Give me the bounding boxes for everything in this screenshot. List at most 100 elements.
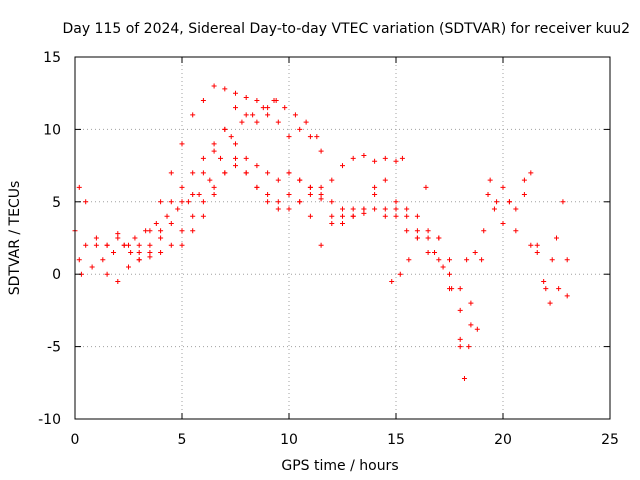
data-point	[104, 242, 110, 248]
y-tick-label: 5	[52, 195, 61, 211]
data-point	[423, 184, 429, 190]
data-point	[404, 228, 410, 234]
tick-labels: 0 5 10 15 20 25 -10 -5 0 5 10 15	[38, 50, 619, 448]
data-point	[449, 286, 455, 292]
data-point	[239, 119, 245, 125]
series-track-7	[286, 170, 467, 381]
data-point	[190, 170, 196, 176]
data-point	[275, 177, 281, 183]
data-point	[307, 213, 313, 219]
data-point	[314, 134, 320, 140]
data-point	[83, 242, 89, 248]
data-point	[318, 148, 324, 154]
data-point	[260, 105, 266, 111]
data-point	[414, 213, 420, 219]
data-point	[414, 235, 420, 241]
data-point	[397, 271, 403, 277]
data-point	[549, 257, 555, 263]
data-point	[153, 221, 159, 227]
data-point	[243, 170, 249, 176]
series-track-8	[389, 184, 480, 350]
data-point	[372, 184, 378, 190]
data-point	[393, 199, 399, 205]
data-point	[466, 344, 472, 350]
data-point	[425, 228, 431, 234]
data-point	[265, 105, 271, 111]
data-point	[534, 242, 540, 248]
data-point	[265, 170, 271, 176]
data-point	[286, 192, 292, 198]
y-tick-label: -10	[38, 412, 61, 428]
data-point	[265, 192, 271, 198]
plot-frame	[74, 56, 611, 420]
data-point	[307, 184, 313, 190]
data-point	[254, 119, 260, 125]
data-point	[534, 249, 540, 255]
y-axis-label: SDTVAR / TECUs	[7, 181, 23, 296]
data-point	[393, 206, 399, 212]
data-point	[190, 192, 196, 198]
data-point	[521, 177, 527, 183]
data-point	[185, 199, 191, 205]
data-point	[528, 170, 534, 176]
data-point	[143, 228, 149, 234]
data-point	[307, 192, 313, 198]
data-point	[500, 221, 506, 227]
data-point	[158, 249, 164, 255]
data-point	[164, 213, 170, 219]
data-point	[275, 119, 281, 125]
x-axis-label: GPS time / hours	[281, 458, 398, 474]
data-point	[543, 286, 549, 292]
data-point	[425, 235, 431, 241]
data-point	[265, 199, 271, 205]
data-point	[440, 264, 446, 270]
data-point	[340, 221, 345, 227]
data-point	[297, 126, 303, 132]
data-point	[500, 184, 506, 190]
data-point	[228, 134, 234, 140]
data-point	[457, 344, 463, 350]
data-point	[382, 177, 388, 183]
data-point	[200, 170, 206, 176]
data-point	[340, 163, 345, 169]
data-point	[147, 249, 153, 255]
data-point	[211, 141, 217, 147]
data-point	[233, 105, 238, 111]
data-point	[318, 242, 324, 248]
data-point	[265, 112, 271, 118]
data-point	[340, 213, 345, 219]
data-point	[190, 228, 196, 234]
data-point	[254, 184, 260, 190]
data-point	[541, 278, 547, 284]
data-point	[404, 213, 410, 219]
data-point	[179, 184, 185, 190]
data-point	[361, 206, 367, 212]
data-point	[168, 199, 174, 205]
data-point	[447, 271, 452, 277]
data-point	[329, 221, 335, 227]
data-point	[179, 141, 185, 147]
data-point	[393, 213, 399, 219]
data-point	[340, 206, 345, 212]
data-point	[115, 235, 121, 241]
data-point	[115, 278, 121, 284]
chart-title: Day 115 of 2024, Sidereal Day-to-day VTE…	[62, 21, 630, 37]
data-point	[233, 163, 238, 169]
data-point	[243, 155, 249, 161]
data-point	[485, 192, 491, 198]
data-point	[200, 97, 206, 103]
series-track-3	[78, 97, 320, 277]
data-point	[556, 286, 562, 292]
data-point	[414, 228, 420, 234]
data-point	[115, 231, 121, 237]
data-point	[218, 155, 224, 161]
data-point	[457, 336, 463, 342]
data-point	[243, 112, 249, 118]
ticks-layer	[74, 56, 611, 420]
x-tick-label: 25	[601, 432, 619, 448]
data-point	[521, 192, 527, 198]
series-track-4	[104, 126, 405, 284]
data-point	[211, 184, 217, 190]
data-point	[406, 257, 412, 263]
